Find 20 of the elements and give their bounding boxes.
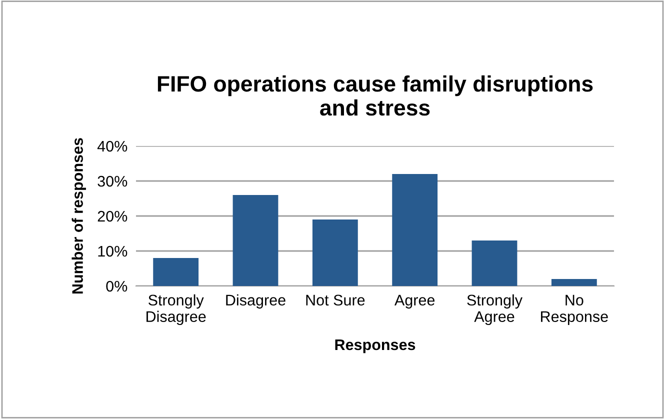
bar xyxy=(232,195,278,286)
chart-title: FIFO operations cause family disruptions and stress xyxy=(158,75,593,116)
y-tick-label: 40% xyxy=(97,140,128,152)
y-tick-label: 10% xyxy=(98,246,128,257)
x-tick-label: No Response xyxy=(541,294,608,326)
y-tick-label: 0% xyxy=(106,280,128,292)
bar xyxy=(551,279,597,286)
x-tick-label: Not Sure xyxy=(306,294,365,306)
x-tick-label: Agree xyxy=(394,294,435,309)
y-axis-title: Number of responses xyxy=(72,138,86,294)
y-tick-label: 20% xyxy=(98,210,128,222)
x-tick-label: Strongly Agree xyxy=(467,294,522,326)
bar xyxy=(312,220,358,286)
x-tick-label: Disagree xyxy=(226,294,286,309)
y-tick-label: 30% xyxy=(98,176,128,187)
bar xyxy=(392,174,438,286)
x-tick-label: Strongly Disagree xyxy=(146,294,206,326)
bar xyxy=(153,258,199,286)
x-axis-title: Responses xyxy=(335,339,416,354)
bar xyxy=(472,240,518,286)
